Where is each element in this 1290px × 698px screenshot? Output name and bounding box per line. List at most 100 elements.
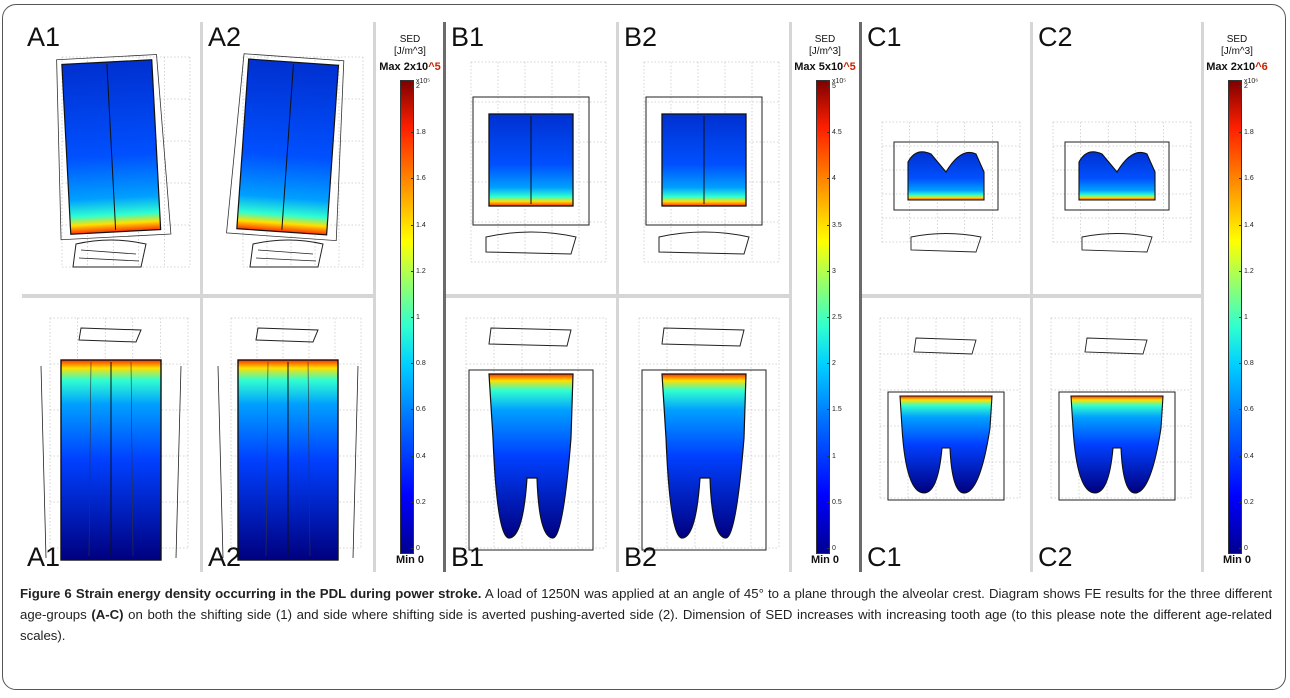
fe-model-occlusal-view [643, 61, 780, 263]
colorbar-unit: [J/m^3] [1221, 46, 1253, 57]
panel-divider [1201, 22, 1204, 572]
fe-model-occlusal-view [226, 53, 364, 268]
group-a: A1 A2 A1 A2 SED [J/m^3] Max 2x10^5 x10⁵ … [22, 22, 441, 572]
panel-label: B1 [451, 22, 485, 52]
colorbar-tick-label: 0.5 [827, 498, 842, 506]
group-b: B1 B2 B1 B2 SED [J/m^3] Max 5x10^5 x10⁵ … [446, 22, 858, 572]
panel-divider [22, 294, 373, 298]
panel-c1-bottom: C1 [862, 298, 1030, 572]
colorbar-tick-label: 0.8 [411, 360, 426, 368]
colorbar-min-label: Min 0 [810, 554, 840, 566]
colorbar-max-label: Max 2x10^5 [379, 61, 441, 73]
sed-colorbar: SED [J/m^3] Max 5x10^5 x10⁵ Min 0 5 4.5 4 3… [792, 22, 858, 572]
panel-b2-bottom: B2 [619, 298, 789, 572]
caption-body: on both the shifting side (1) and side w… [20, 607, 1272, 643]
colorbar-tick-label: 1.2 [411, 267, 426, 275]
panel-label: C1 [867, 22, 902, 52]
fe-model-lateral-view [1050, 317, 1192, 501]
colorbar-tick-label: 1.4 [411, 221, 426, 229]
caption-groups-ref: (A-C) [91, 607, 124, 622]
colorbar-tick-label: 1.8 [411, 129, 426, 137]
colorbar-tick-label: 1.2 [1239, 267, 1254, 275]
colorbar-tick-label: 0.2 [1239, 498, 1254, 506]
colorbar-tick-label: 1.4 [1239, 221, 1254, 229]
panel-label: C1 [867, 542, 902, 572]
panel-a2-top: A2 [203, 22, 373, 294]
panel-label: A1 [27, 542, 61, 572]
panel-label: C2 [1038, 542, 1073, 572]
colorbar-min-label: Min 0 [1222, 554, 1252, 566]
colorbar-tick-label: 0.4 [411, 452, 426, 460]
panel-c2-bottom: C2 [1033, 298, 1201, 572]
group-separator [859, 22, 862, 572]
panel-label: A2 [208, 22, 242, 52]
colorbar-tick-label: 0 [411, 545, 420, 552]
panel-a2-bottom: A2 [203, 298, 373, 572]
colorbar-tick-label: 0.4 [1239, 452, 1254, 460]
panel-divider [789, 22, 792, 572]
group-separator [443, 22, 446, 572]
caption-title: Figure 6 Strain energy density occurring… [20, 586, 482, 601]
fe-model-occlusal-view [1052, 121, 1192, 253]
colorbar-tick-label: 1 [827, 452, 836, 460]
colorbar-title: SED [814, 34, 836, 45]
sed-colorbar: SED [J/m^3] Max 2x10^6 x10⁶ Min 0 2 1.8 1.… [1204, 22, 1270, 572]
panel-divider [373, 22, 376, 572]
fe-model-lateral-view [638, 317, 780, 551]
colorbar-tick-label: 1.6 [1239, 175, 1254, 183]
colorbar-min-label: Min 0 [395, 554, 425, 566]
sed-colorbar: SED [J/m^3] Max 2x10^5 x10⁵ Min 0 2 1.8 1.… [376, 22, 444, 572]
panel-a1-top: A1 [22, 22, 200, 294]
colorbar-tick-label: 0 [1239, 545, 1248, 552]
colorbar-tick-label: 0.8 [1239, 360, 1254, 368]
panel-label: B2 [624, 542, 658, 572]
colorbar-multiplier: x10⁶ [1238, 78, 1259, 85]
caption-body: A load of 1250N was applied at an angle … [20, 586, 1272, 622]
figure-caption: Figure 6 Strain energy density occurring… [20, 583, 1272, 646]
colorbar-title: SED [399, 34, 421, 45]
colorbar-tick-label: 5 [827, 83, 836, 90]
group-c: C1 C2 C1 C2 SED [J/m^3] Max 2x10^6 x10⁶ … [862, 22, 1272, 572]
colorbar-tick-label: 1 [411, 314, 420, 321]
colorbar-tick-label: 3.5 [827, 221, 842, 229]
colorbar-tick-label: 1.6 [411, 175, 426, 183]
fe-model-occlusal-view [56, 54, 191, 268]
colorbar-tick-label: 4 [827, 175, 836, 183]
colorbar-tick-label: 0.6 [411, 406, 426, 414]
colorbar-tick-label: 1.8 [1239, 129, 1254, 137]
colorbar-unit: [J/m^3] [809, 46, 841, 57]
fe-model-lateral-view [879, 317, 1021, 501]
colorbar-title: SED [1226, 34, 1248, 45]
colorbar-tick-label: 3 [827, 267, 836, 275]
fe-model-lateral-view [465, 317, 607, 551]
fe-model-occlusal-view [881, 121, 1021, 253]
panel-c2-top: C2 [1033, 22, 1201, 294]
colorbar-tick-label: 0.6 [1239, 406, 1254, 414]
colorbar-tick-label: 2 [411, 83, 420, 90]
colorbar-max-label: Max 5x10^5 [794, 61, 856, 73]
panel-divider [446, 294, 789, 298]
colorbar-tick-label: 2.5 [827, 314, 842, 321]
fe-model-occlusal-view [470, 61, 607, 263]
panel-b2-top: B2 [619, 22, 789, 294]
colorbar-tick-label: 1.5 [827, 406, 842, 414]
colorbar-multiplier: x10⁵ [826, 78, 847, 85]
panel-a1-bottom: A1 [22, 298, 200, 572]
panel-label: C2 [1038, 22, 1073, 52]
panel-label: B2 [624, 22, 658, 52]
colorbar-tick-label: 2 [827, 360, 836, 368]
fe-model-lateral-view [40, 317, 189, 561]
colorbar-tick-label: 2 [1239, 83, 1248, 90]
panel-divider [862, 294, 1201, 298]
colorbar-multiplier: x10⁵ [410, 78, 431, 85]
panel-label: A1 [27, 22, 61, 52]
panel-b1-bottom: B1 [446, 298, 616, 572]
panel-c1-top: C1 [862, 22, 1030, 294]
panel-b1-top: B1 [446, 22, 616, 294]
colorbar-max-label: Max 2x10^6 [1206, 61, 1268, 73]
colorbar-unit: [J/m^3] [394, 46, 426, 57]
colorbar-tick-label: 0.2 [411, 498, 426, 506]
colorbar-tick-label: 1 [1239, 314, 1248, 321]
colorbar-tick-label: 4.5 [827, 129, 842, 137]
panel-label: B1 [451, 542, 485, 572]
